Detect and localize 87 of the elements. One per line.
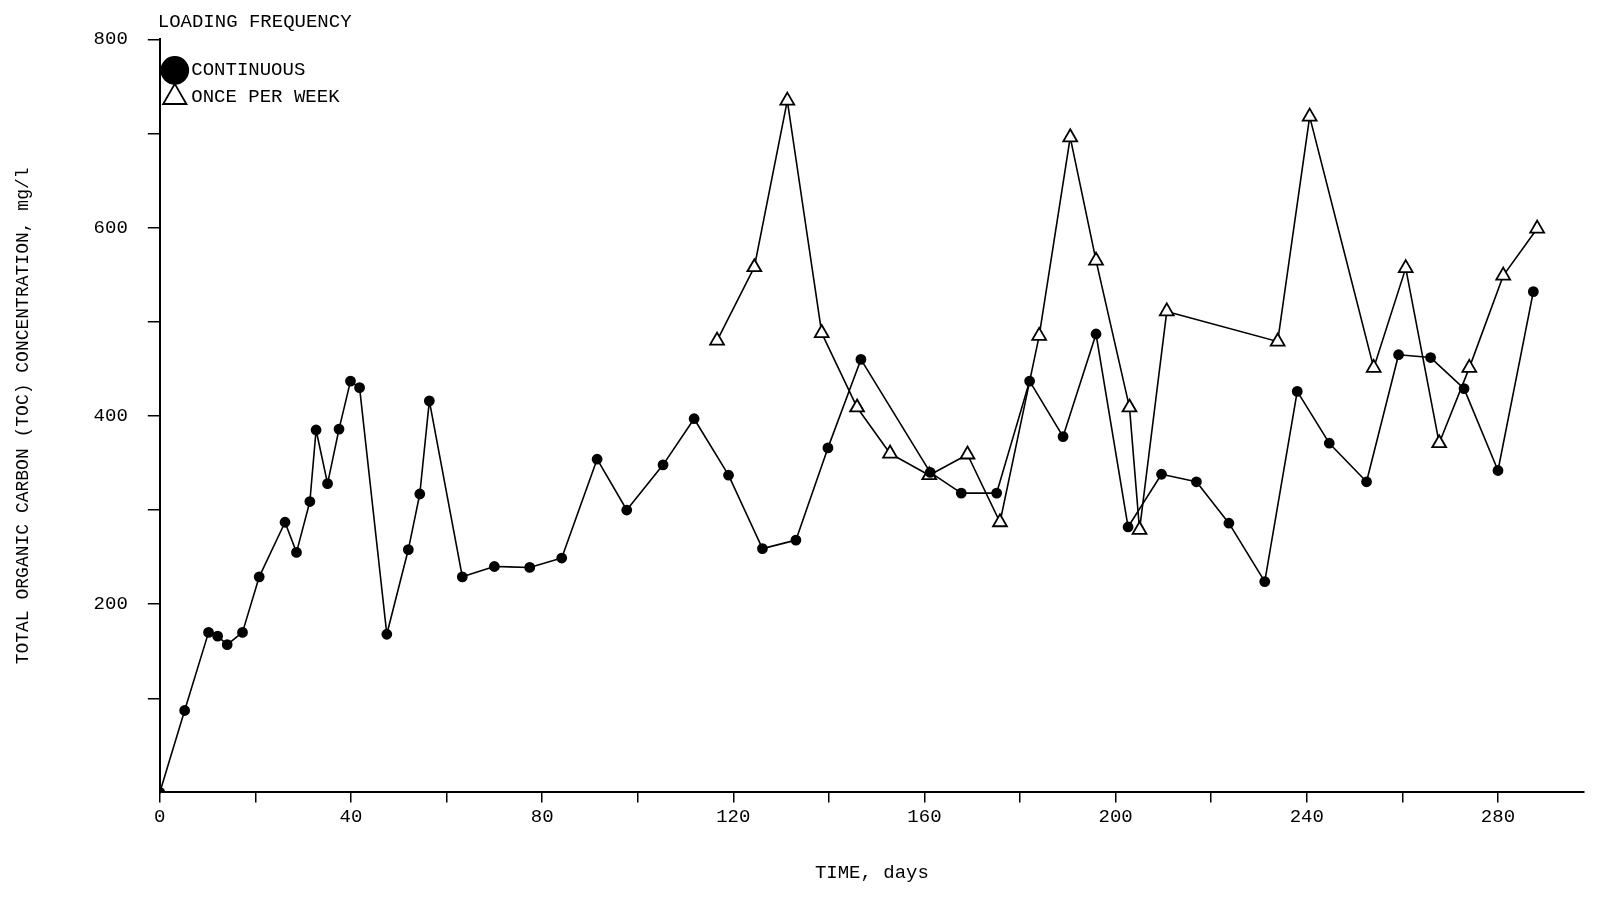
point [1122,521,1134,533]
point [1425,352,1436,363]
point [423,395,435,407]
point [237,626,248,638]
x-tick-label: 280 [1480,805,1516,828]
point [1057,431,1069,443]
x-tick-label: 120 [716,805,751,828]
point [790,534,802,546]
point [1024,375,1036,387]
point [1458,383,1470,394]
point [345,375,356,387]
point [1323,437,1335,449]
y-axis-title: TOTAL ORGANIC CARBON (TOC) CONCENTRATION, mg/l [12,167,33,665]
point [1121,398,1138,413]
point [1156,468,1167,480]
point [1529,219,1545,234]
point [959,445,976,460]
point [1365,359,1382,373]
x-axis-title: TIME, days [814,861,929,884]
point [1088,251,1104,266]
point [1397,259,1414,274]
point [779,91,796,106]
point [203,626,214,638]
point [212,630,224,642]
point [1223,517,1235,529]
point [1461,359,1478,373]
point [1191,476,1202,488]
point [402,544,414,555]
point [822,442,834,454]
point [354,382,365,394]
x-tick-label: 240 [1289,805,1324,828]
point [1158,302,1175,317]
point [221,639,233,651]
point [1393,349,1404,361]
point [1090,328,1102,340]
point [253,571,265,583]
legend-title: LOADING FREQUENCY [157,10,353,33]
point [310,424,322,436]
point [849,398,865,413]
point [813,324,830,338]
point [322,478,333,490]
point [1269,332,1286,347]
point [304,496,316,507]
point [456,571,468,583]
point [556,552,568,564]
x-tick-label: 200 [1098,805,1133,828]
point [688,413,700,425]
point [955,487,967,499]
point [414,488,426,500]
point [1431,434,1448,449]
point [709,331,725,346]
y-tick-label: 200 [93,593,128,616]
x-tick-label: 40 [339,805,363,828]
point [1301,107,1318,122]
point [1291,386,1303,397]
point [657,459,669,471]
point [291,546,302,558]
point [723,469,734,481]
y-tick-label: 600 [93,216,128,239]
point [757,543,768,555]
point [882,444,898,459]
point [179,705,191,716]
point [488,561,500,572]
point [621,504,633,516]
point [333,423,345,435]
y-tick-label: 400 [93,404,128,427]
point [1361,476,1372,488]
x-tick-label: 160 [907,805,942,828]
point [992,513,1008,528]
point [1062,128,1079,143]
point [1031,326,1047,341]
point [1259,576,1271,587]
legend-label: CONTINUOUS [191,59,306,82]
y-tick-label: 800 [93,28,128,51]
point [1527,286,1539,298]
point [1495,266,1512,281]
point [279,516,291,528]
x-tick-label: 80 [530,805,554,828]
point [591,453,603,465]
point [1492,465,1504,476]
point [991,487,1003,499]
point [855,354,867,365]
legend-label: ONCE PER WEEK [191,86,341,109]
x-tick-label: 0 [154,805,166,828]
point [524,562,536,573]
point [381,628,393,640]
point [746,258,763,273]
